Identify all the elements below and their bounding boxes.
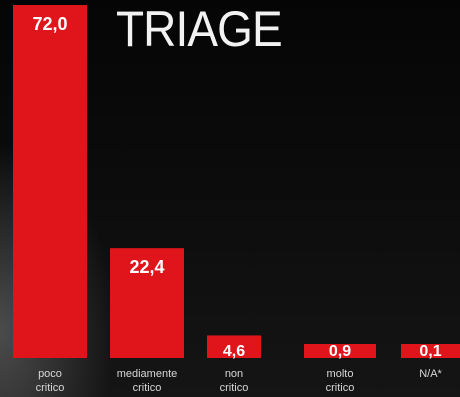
value-label-1: 22,4 — [129, 257, 164, 277]
tick-label-4-0: N/A* — [419, 368, 442, 380]
tick-label-2-1: critico — [220, 382, 249, 394]
tick-label-0-1: critico — [36, 382, 65, 394]
value-label-4: 0,1 — [419, 343, 441, 360]
tick-label-3-1: critico — [326, 382, 355, 394]
tick-label-2-0: non — [225, 368, 243, 380]
tick-label-3-0: molto — [327, 368, 354, 380]
tick-label-0-0: poco — [38, 368, 62, 380]
bar-3 — [304, 344, 376, 358]
bar-2 — [207, 335, 261, 358]
value-label-2: 4,6 — [223, 343, 245, 360]
value-label-0: 72,0 — [32, 14, 67, 34]
bar-4 — [401, 344, 460, 358]
bar-0 — [13, 5, 87, 358]
tick-label-1-1: critico — [133, 382, 162, 394]
bar-1 — [110, 248, 184, 358]
chart-title: TRIAGE — [116, 1, 283, 57]
tick-label-1-0: mediamente — [117, 368, 178, 380]
value-label-3: 0,9 — [329, 343, 351, 360]
